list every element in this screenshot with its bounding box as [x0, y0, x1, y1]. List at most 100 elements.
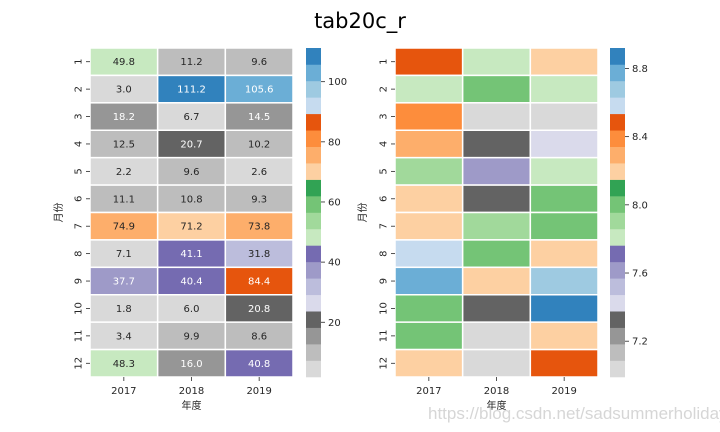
y-tick-label: 6	[74, 196, 85, 202]
colorbar-segment	[306, 228, 321, 246]
cell-annotation: 74.9	[113, 222, 135, 233]
y-tick-label: 4	[379, 141, 390, 147]
heatmap-cell	[224, 348, 294, 378]
heatmap-cell	[394, 266, 464, 296]
heatmap-cell	[89, 239, 159, 269]
cell-annotation: 11.2	[180, 57, 202, 68]
heatmap-cell	[156, 294, 227, 323]
colorbar-segment	[610, 245, 625, 263]
cell-annotation: 10.2	[248, 139, 270, 150]
colorbar-segment	[306, 146, 321, 164]
heatmap-cell	[224, 129, 294, 159]
colorbar-segment	[610, 212, 625, 230]
cell-annotation: 111.2	[177, 85, 206, 96]
heatmap-cell	[394, 321, 464, 351]
colorbar-tick-label: 100	[328, 77, 347, 88]
colorbar-segment	[610, 163, 625, 180]
heatmap-cell	[394, 102, 464, 132]
y-tick-label: 11	[74, 330, 85, 343]
heatmap-cell	[529, 266, 599, 296]
colorbar-segment	[610, 130, 625, 147]
heatmap-cell	[461, 102, 532, 132]
heatmap-cell	[394, 348, 464, 378]
heatmap-cell	[156, 102, 227, 132]
cell-annotation: 40.8	[248, 359, 270, 370]
cell-annotation: 9.9	[184, 331, 200, 342]
colorbar-right: 7.2 7.6 8.0 8.4 8.8	[610, 48, 648, 378]
heatmap-cell	[156, 239, 227, 269]
cell-annotation: 84.4	[248, 277, 270, 288]
colorbar-tick-label: 7.2	[632, 337, 648, 348]
colorbar-segment	[610, 278, 625, 296]
cell-annotation: 105.6	[245, 85, 274, 96]
cell-annotation: 40.4	[180, 277, 202, 288]
colorbar-segment	[306, 48, 321, 65]
heatmap-cell	[89, 211, 159, 241]
cell-annotation: 18.2	[113, 112, 135, 123]
cell-annotation: 11.1	[113, 194, 135, 205]
heatmap-cell	[461, 294, 532, 323]
cell-annotation: 20.7	[180, 139, 202, 150]
heatmap-cell	[394, 239, 464, 269]
heatmap-cell	[529, 321, 599, 351]
colorbar-segment	[306, 97, 321, 115]
y-tick-label: 3	[379, 113, 390, 119]
colorbar-segment	[306, 196, 321, 213]
colorbar-segment	[306, 261, 321, 279]
y-tick-label: 12	[379, 357, 390, 370]
heatmap-cell	[461, 74, 532, 104]
heatmap-cell	[529, 348, 599, 378]
colorbar-segment	[306, 278, 321, 296]
heatmap-cell	[461, 348, 532, 378]
colorbar-segment	[610, 179, 625, 197]
cell-annotation: 6.0	[184, 304, 200, 315]
y-tick-label: 2	[74, 86, 85, 92]
y-tick-label: 5	[74, 168, 85, 174]
colorbar-segment	[306, 327, 321, 345]
cell-annotation: 16.0	[180, 359, 202, 370]
colorbar-left: 20 40 60 80 100	[306, 48, 347, 378]
cell-annotation: 41.1	[180, 249, 202, 260]
heatmap-cell	[529, 156, 599, 186]
heatmap-cell	[156, 184, 227, 214]
colorbar-segment	[610, 228, 625, 246]
x-axis-label: 年度	[487, 399, 507, 412]
cell-annotation: 48.3	[113, 359, 135, 370]
cell-annotation: 2.6	[251, 167, 267, 178]
colorbar-segment	[306, 344, 321, 361]
colorbar-segment	[306, 130, 321, 147]
cell-annotation: 31.8	[248, 249, 270, 260]
cell-annotation: 10.8	[180, 194, 202, 205]
y-axis-label: 月份	[53, 203, 65, 223]
heatmap-cell	[461, 47, 532, 77]
y-tick-label: 9	[379, 278, 390, 284]
heatmap-cell	[394, 184, 464, 214]
colorbar-segment	[610, 327, 625, 345]
heatmap-cell	[529, 74, 599, 104]
y-tick-label: 12	[74, 357, 85, 370]
cell-annotation: 37.7	[113, 277, 135, 288]
cell-annotation: 2.2	[116, 167, 132, 178]
heatmap-cell	[89, 321, 159, 351]
heatmap-cell	[394, 129, 464, 159]
colorbar-segment	[610, 97, 625, 115]
y-tick-label: 10	[74, 302, 85, 315]
cell-annotation: 7.1	[116, 249, 132, 260]
cell-annotation: 71.2	[180, 222, 202, 233]
heatmap-cell	[529, 239, 599, 269]
colorbar-tick-label: 8.0	[632, 200, 648, 211]
colorbar-tick-label: 8.4	[632, 132, 648, 143]
heatmap-cell	[224, 211, 294, 241]
colorbar-segment	[306, 113, 321, 131]
heatmap-cell	[224, 266, 294, 296]
colorbar-tick-label: 20	[328, 318, 341, 329]
y-tick-label: 5	[379, 168, 390, 174]
x-tick-label: 2017	[111, 386, 136, 397]
colorbar-segment	[306, 311, 321, 328]
colorbar-segment	[306, 179, 321, 197]
heatmap-cell	[461, 211, 532, 241]
heatmap-cell	[394, 156, 464, 186]
cell-annotation: 1.8	[116, 304, 132, 315]
colorbar-segment	[610, 196, 625, 213]
colorbar-segment	[610, 360, 625, 378]
